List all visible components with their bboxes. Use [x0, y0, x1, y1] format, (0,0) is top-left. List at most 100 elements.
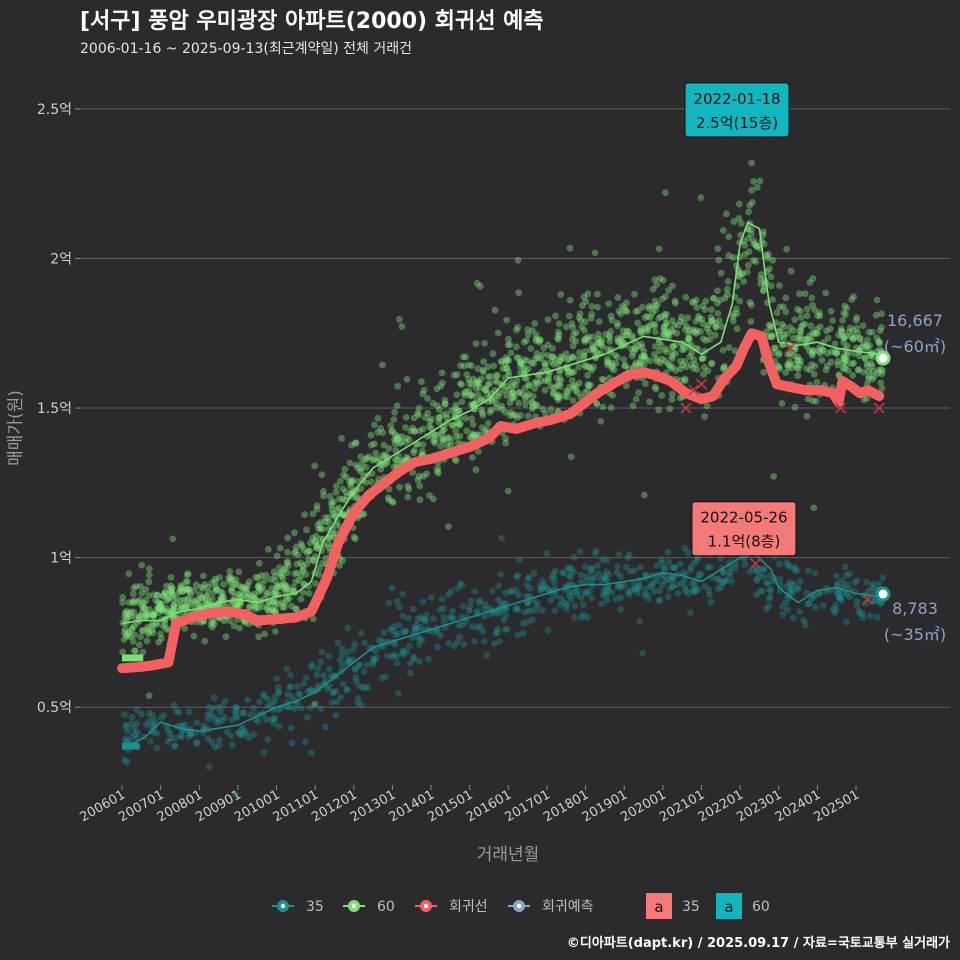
data-point-60 — [435, 418, 443, 426]
data-point-35 — [613, 563, 621, 570]
data-point-35 — [869, 580, 877, 588]
data-point-60 — [415, 472, 423, 480]
data-point-60 — [783, 245, 791, 253]
data-point-60 — [155, 604, 163, 612]
data-point-60 — [405, 436, 413, 444]
data-point-60 — [577, 316, 585, 324]
data-point-60 — [436, 405, 443, 413]
data-point-60 — [501, 374, 509, 382]
data-point-60 — [208, 594, 216, 602]
data-point-60 — [618, 338, 626, 346]
data-point-60 — [130, 647, 138, 654]
data-point-60 — [448, 407, 456, 415]
data-point-35 — [264, 736, 272, 743]
cross-marker — [873, 402, 885, 414]
data-point-35 — [261, 693, 268, 701]
data-point-60 — [392, 436, 400, 444]
data-point-60 — [411, 427, 419, 435]
data-point-35 — [250, 731, 258, 738]
data-point-60 — [589, 333, 596, 341]
data-point-35 — [577, 579, 585, 586]
data-point-60 — [346, 459, 354, 467]
data-point-60 — [472, 384, 480, 392]
data-point-60 — [542, 409, 549, 417]
data-point-35 — [306, 704, 314, 712]
data-point-60 — [767, 282, 775, 290]
data-point-60 — [230, 622, 238, 630]
data-point-60 — [551, 384, 558, 392]
data-point-35 — [239, 724, 247, 732]
data-point-35 — [524, 607, 532, 615]
data-point-60 — [580, 336, 588, 344]
data-point-60 — [584, 380, 592, 388]
data-point-60 — [284, 548, 291, 556]
data-point-60 — [716, 296, 724, 304]
data-point-60 — [757, 280, 764, 288]
data-point-60 — [119, 594, 127, 601]
data-point-35 — [283, 665, 291, 673]
data-point-60 — [566, 368, 574, 376]
annotations: 2022-01-182.5억(15층)2022-05-261.1억(8층) — [684, 82, 797, 557]
data-point-60 — [198, 594, 206, 601]
data-point-60 — [575, 314, 583, 321]
data-point-60 — [786, 324, 794, 331]
data-point-35 — [485, 604, 493, 612]
data-point-35 — [383, 652, 391, 660]
data-point-60 — [227, 573, 234, 581]
data-point-60 — [663, 328, 670, 335]
data-point-60 — [127, 608, 135, 616]
data-point-60 — [769, 296, 776, 303]
data-point-60 — [686, 353, 694, 360]
data-point-60 — [532, 401, 540, 408]
data-point-60 — [138, 561, 146, 569]
data-point-35 — [210, 694, 218, 702]
data-point-60 — [640, 361, 648, 369]
data-point-60 — [586, 364, 594, 372]
data-point-35 — [665, 558, 673, 566]
data-point-60 — [397, 438, 405, 446]
data-point-35 — [450, 615, 457, 622]
data-point-35 — [836, 595, 844, 602]
data-point-35 — [351, 665, 359, 672]
data-point-60 — [439, 411, 446, 419]
data-point-60 — [816, 323, 824, 331]
data-point-35 — [413, 624, 421, 632]
data-point-60 — [517, 369, 524, 377]
data-point-60 — [706, 335, 714, 343]
data-point-35 — [434, 643, 441, 651]
data-point-60 — [745, 248, 753, 256]
data-point-60 — [664, 360, 672, 367]
data-point-60 — [155, 605, 163, 613]
data-point-35 — [707, 598, 715, 606]
data-point-60 — [513, 326, 520, 334]
data-point-60 — [545, 377, 552, 385]
data-point-35 — [483, 651, 490, 659]
data-point-60 — [656, 347, 663, 355]
data-point-60 — [848, 296, 856, 303]
data-point-35 — [582, 588, 589, 596]
data-point-60 — [776, 303, 784, 311]
data-point-35 — [604, 585, 612, 592]
data-point-60 — [259, 603, 267, 610]
data-point-60 — [348, 476, 356, 484]
data-point-60 — [813, 325, 821, 333]
data-point-60 — [808, 361, 816, 368]
data-point-60 — [639, 303, 646, 311]
data-point-60 — [564, 393, 571, 401]
data-point-35 — [856, 610, 864, 618]
data-point-60 — [628, 334, 636, 342]
data-point-35 — [449, 607, 456, 615]
data-point-60 — [358, 459, 366, 467]
data-point-60 — [280, 581, 288, 589]
data-point-35 — [399, 646, 407, 654]
data-point-60 — [725, 233, 733, 241]
data-point-60 — [309, 557, 317, 565]
data-point-35 — [686, 566, 694, 574]
data-point-60 — [365, 453, 373, 460]
y-tick-label-2: 1.5억 — [37, 401, 72, 417]
data-point-60 — [627, 345, 635, 353]
data-point-60 — [640, 352, 648, 360]
data-point-35 — [425, 655, 432, 663]
data-point-60 — [330, 498, 337, 505]
data-point-60 — [305, 547, 313, 555]
